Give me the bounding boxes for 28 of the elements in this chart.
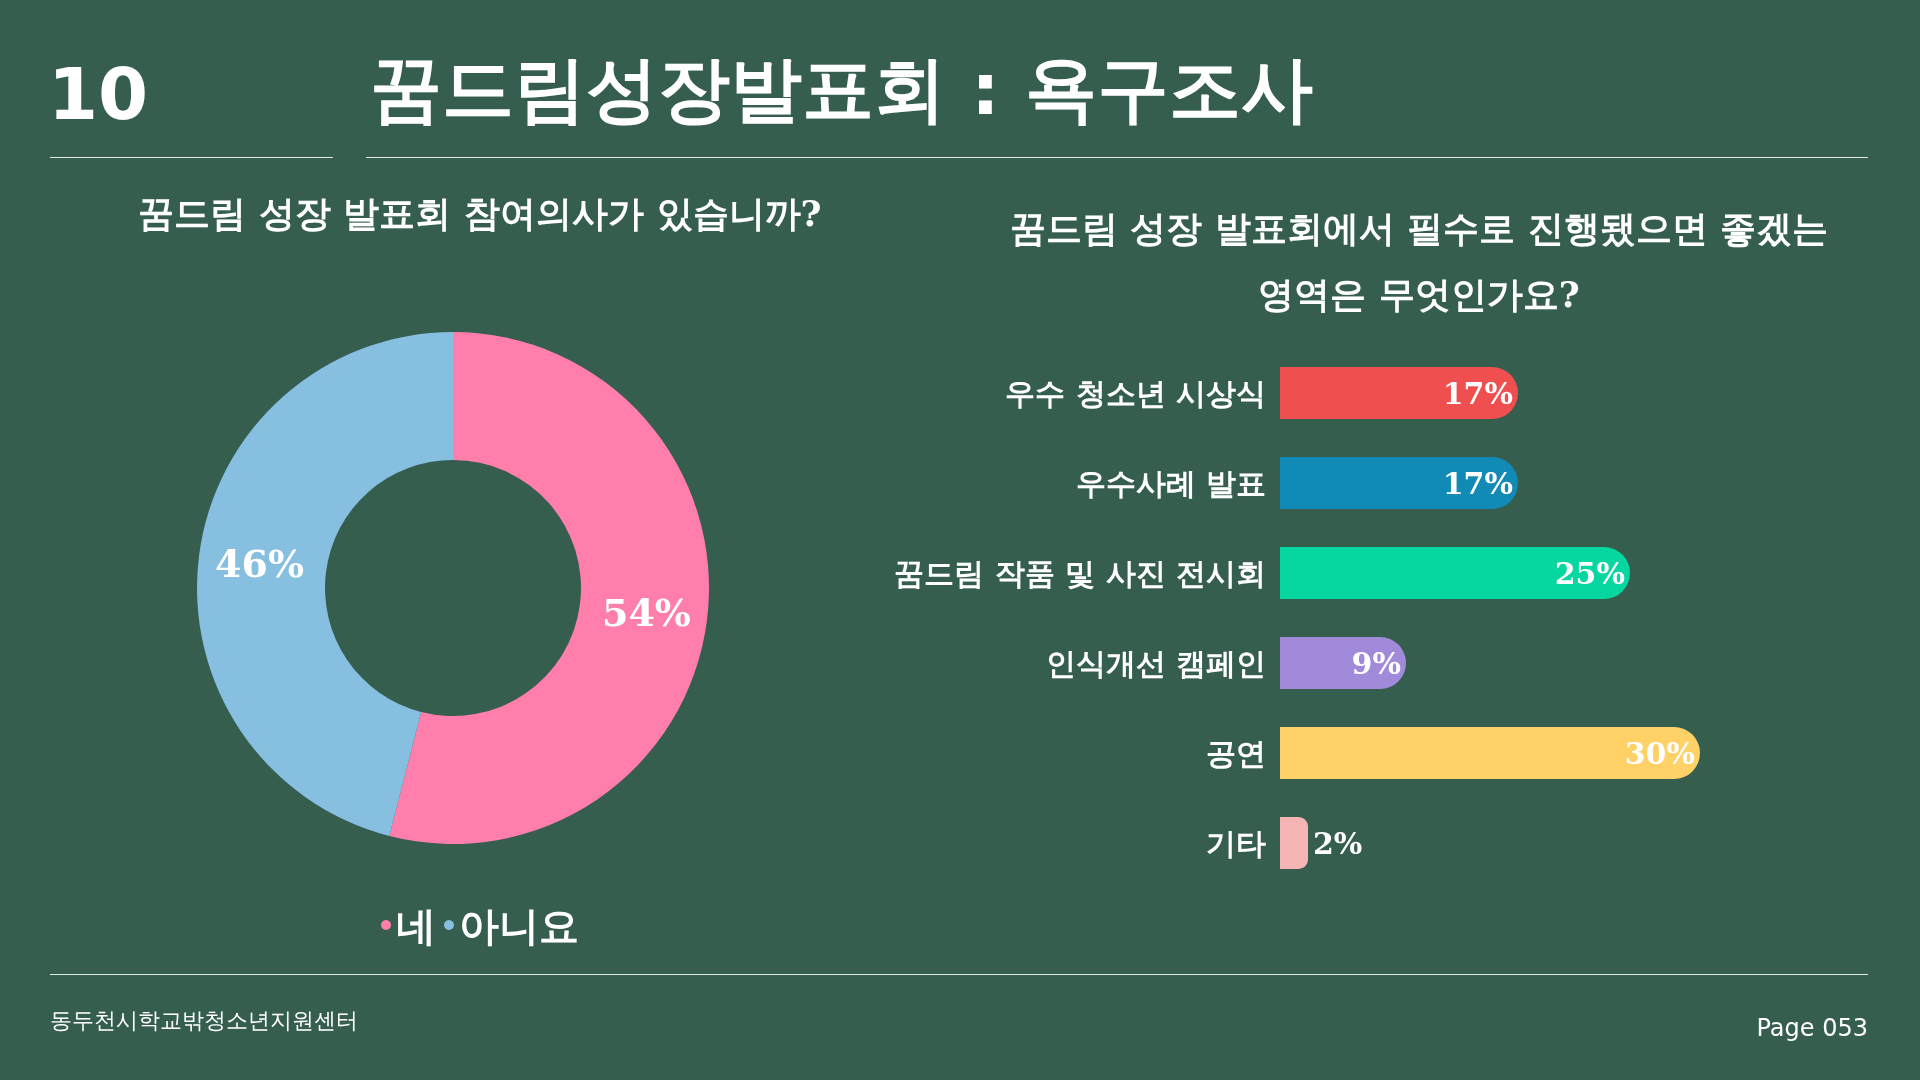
text: 10 <box>48 52 149 136</box>
data-label: 17% <box>1442 375 1513 411</box>
bar <box>1280 637 1406 689</box>
data-label: 46% <box>215 541 305 587</box>
text: Page 053 <box>1756 1014 1868 1042</box>
legend-label: 네 <box>396 901 436 949</box>
data-label: 9% <box>1351 645 1401 681</box>
y-tick-label: 꿈드림 작품 및 사진 전시회 <box>894 555 1266 591</box>
y-tick-label: 우수사례 발표 <box>1075 465 1266 501</box>
data-label: 54% <box>601 589 691 635</box>
data-label: 17% <box>1442 465 1513 501</box>
bar <box>1280 367 1518 419</box>
bar <box>1280 817 1308 869</box>
data-label: 30% <box>1624 735 1695 771</box>
chart-title: 꿈드림 성장 발표회 참여의사가 있습니까? <box>138 192 822 234</box>
bar <box>1280 727 1700 779</box>
data-label: 2% <box>1313 825 1363 861</box>
y-tick-label: 기타 <box>1206 825 1266 861</box>
bar <box>1280 547 1630 599</box>
legend-label: 아니요 <box>459 901 579 949</box>
text: 꿈드림성장발표회 : 욕구조사 <box>370 46 1313 133</box>
y-tick-label: 인식개선 캠페인 <box>1045 645 1266 681</box>
y-tick-label: 공연 <box>1206 735 1266 771</box>
y-tick-label: 우수 청소년 시상식 <box>1005 375 1266 411</box>
text: 동두천시학교밖청소년지원센터 <box>50 1007 358 1035</box>
chart-title: 꿈드림 성장 발표회에서 필수로 진행됐으면 좋겠는 영역은 무엇인가요? <box>1009 207 1829 315</box>
data-label: 25% <box>1554 555 1625 591</box>
bar <box>1280 457 1518 509</box>
